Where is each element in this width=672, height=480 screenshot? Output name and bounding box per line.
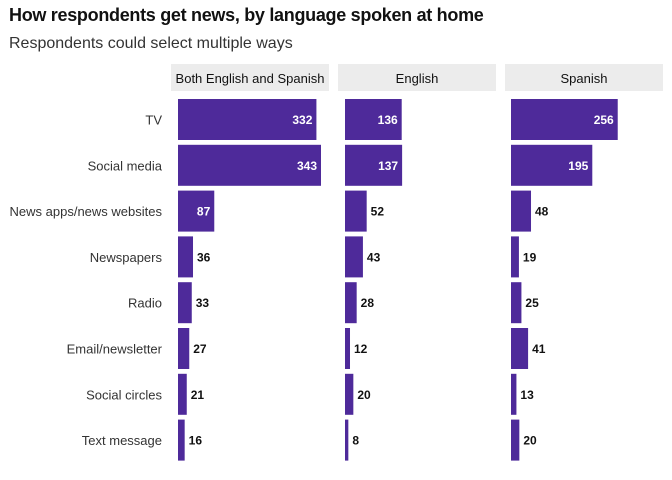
bar-value-label: 13 (520, 388, 534, 402)
bar (178, 144, 321, 186)
category-label: Social circles (86, 387, 162, 402)
bar-value-label: 16 (189, 434, 203, 448)
bar-value-label: 21 (191, 388, 205, 402)
bar (511, 99, 618, 140)
bar (345, 190, 367, 232)
bar-value-label: 332 (292, 113, 312, 127)
bar (178, 190, 215, 232)
bar-value-label: 43 (367, 250, 381, 264)
panel-header-bg (505, 64, 663, 91)
bar-value-label: 48 (535, 205, 549, 219)
bar-value-label: 136 (378, 113, 398, 127)
bar-value-label: 33 (196, 296, 210, 310)
bar-value-label: 52 (371, 205, 385, 219)
panel-header-label: Spanish (561, 71, 608, 86)
bar-value-label: 195 (568, 159, 588, 173)
category-label: Social media (88, 158, 163, 173)
category-label: News apps/news websites (10, 204, 163, 219)
bar-value-label: 20 (357, 388, 371, 402)
bar-value-label: 12 (354, 342, 368, 356)
bar (511, 419, 520, 461)
bar (511, 190, 532, 232)
bar-value-label: 41 (532, 342, 546, 356)
bar (345, 419, 349, 461)
bar-value-label: 256 (594, 113, 614, 127)
bar (178, 328, 190, 369)
bar (511, 282, 522, 324)
bar (345, 328, 351, 369)
bar (345, 144, 403, 186)
bar (178, 282, 192, 324)
bar (345, 236, 363, 278)
panel-header-label: Both English and Spanish (176, 71, 325, 86)
bar-value-label: 19 (523, 250, 537, 264)
bar (345, 373, 354, 415)
bar (178, 99, 317, 140)
bar-value-label: 25 (525, 296, 539, 310)
bar (345, 99, 402, 140)
bar (511, 236, 519, 278)
bar-value-label: 20 (523, 434, 537, 448)
panel-header-bg (171, 64, 329, 91)
category-label: Newspapers (90, 250, 163, 265)
bar (178, 236, 194, 278)
bar-value-label: 343 (297, 159, 317, 173)
bar (511, 373, 517, 415)
bar-value-label: 28 (361, 296, 375, 310)
bar-value-label: 8 (352, 434, 359, 448)
category-label: TV (145, 113, 162, 128)
bar-value-label: 27 (193, 342, 207, 356)
bar-value-label: 36 (197, 250, 211, 264)
bar (178, 373, 187, 415)
panel-header-label: English (396, 71, 439, 86)
bar-value-label: 137 (378, 159, 398, 173)
bar (511, 328, 529, 369)
panel-header-bg (338, 64, 496, 91)
bar (345, 282, 357, 324)
category-label: Email/newsletter (67, 342, 163, 357)
bar (511, 144, 593, 186)
category-label: Text message (82, 433, 162, 448)
bar-value-label: 87 (197, 205, 211, 219)
category-label: Radio (128, 296, 162, 311)
chart-subtitle: Respondents could select multiple ways (9, 35, 293, 52)
chart-title: How respondents get news, by language sp… (9, 5, 484, 25)
bar (178, 419, 185, 461)
